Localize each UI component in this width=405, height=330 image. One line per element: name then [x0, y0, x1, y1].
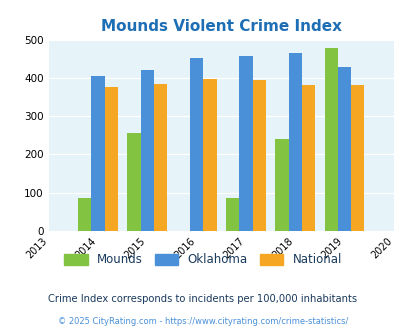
Bar [350, 85, 364, 231]
Legend: Mounds, Oklahoma, National: Mounds, Oklahoma, National [64, 253, 341, 266]
Bar [153, 84, 167, 231]
Text: © 2025 CityRating.com - https://www.cityrating.com/crime-statistics/: © 2025 CityRating.com - https://www.city… [58, 317, 347, 326]
Bar [252, 80, 265, 231]
Bar [127, 133, 140, 231]
Bar [275, 139, 288, 231]
Bar [190, 58, 203, 231]
Bar [140, 70, 153, 231]
Text: Crime Index corresponds to incidents per 100,000 inhabitants: Crime Index corresponds to incidents per… [48, 294, 357, 304]
Bar [288, 53, 301, 231]
Bar [324, 48, 337, 231]
Bar [301, 85, 314, 231]
Bar [203, 80, 216, 231]
Bar [104, 87, 118, 231]
Bar [337, 67, 350, 231]
Bar [91, 76, 104, 231]
Bar [239, 56, 252, 231]
Title: Mounds Violent Crime Index: Mounds Violent Crime Index [100, 19, 341, 34]
Bar [226, 198, 239, 231]
Bar [78, 198, 91, 231]
